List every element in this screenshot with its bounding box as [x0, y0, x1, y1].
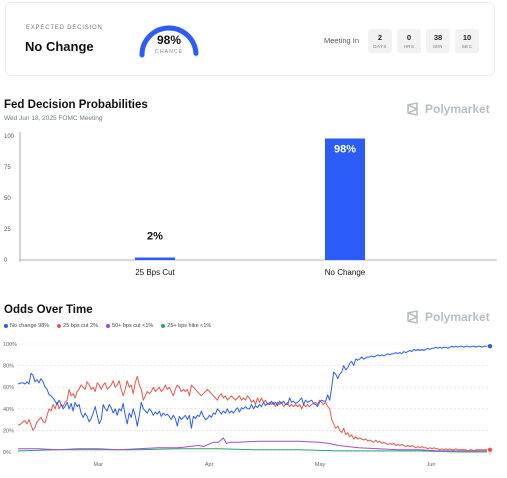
- series-end-dot: [486, 446, 493, 453]
- polymarket-brand-odds[interactable]: Polymarket: [406, 310, 490, 324]
- y-tick-label: 60%: [3, 385, 14, 391]
- legend-dot: [106, 324, 110, 328]
- expected-decision-label: EXPECTED DECISION: [26, 25, 103, 31]
- polymarket-logo-icon: [407, 102, 418, 116]
- series-line[interactable]: [17, 345, 490, 429]
- x-tick-label: Jun: [427, 462, 436, 468]
- y-tick-label: 20%: [3, 428, 14, 434]
- y-tick-label: 100: [4, 134, 15, 140]
- y-tick-label: 0%: [3, 450, 11, 456]
- y-tick-label: 0: [4, 258, 8, 264]
- legend-label: 25+ bps hike <1%: [167, 323, 212, 329]
- probabilities-bar-chart: 0 25 50 75 100 2% 25 Bps Cut 98% No Change: [4, 132, 497, 277]
- bar-value-label: 2%: [147, 231, 163, 243]
- gauge-fill: [139, 25, 199, 58]
- expected-decision-card: EXPECTED DECISION No Change 98% CHANCE M…: [5, 2, 495, 76]
- polymarket-logo-icon: [407, 310, 418, 324]
- bar[interactable]: [325, 138, 365, 260]
- expected-decision-value: No Change: [25, 39, 94, 54]
- polymarket-brand[interactable]: Polymarket: [406, 102, 490, 116]
- countdown-days: 2 DAYS: [368, 29, 392, 53]
- countdown-seconds-unit: SEC: [461, 44, 473, 49]
- series-line[interactable]: [18, 437, 490, 452]
- series-line[interactable]: [17, 375, 490, 452]
- countdown-seconds-value: 10: [462, 33, 472, 42]
- bar-value-label: 98%: [334, 143, 356, 155]
- y-tick-label: 40%: [3, 407, 14, 413]
- odds-title: Odds Over Time: [4, 304, 93, 316]
- probabilities-title: Fed Decision Probabilities: [4, 99, 148, 111]
- y-tick-label: 50: [4, 196, 11, 202]
- gauge-percentage: 98%: [156, 33, 182, 47]
- probabilities-subtitle: Wed Jun 18, 2025 FOMC Meeting: [4, 115, 103, 122]
- bar[interactable]: [135, 257, 175, 260]
- legend-item[interactable]: 25+ bps hike <1%: [161, 323, 211, 329]
- gauge-caption: CHANCE: [154, 49, 184, 55]
- series-end-dot: [486, 343, 493, 350]
- category-label: No Change: [325, 268, 366, 277]
- y-tick-label: 100%: [3, 342, 17, 348]
- legend-dot: [4, 324, 8, 328]
- x-tick-label: May: [315, 462, 326, 468]
- meeting-in-label: Meeting In: [324, 36, 360, 45]
- legend-dot: [161, 324, 166, 328]
- countdown-hours-value: 0: [406, 33, 412, 42]
- legend-dot: [57, 324, 62, 328]
- category-label: 25 Bps Cut: [135, 268, 175, 277]
- chance-gauge: [139, 25, 199, 58]
- legend-label: 50+ bps cut <1%: [112, 323, 154, 329]
- y-tick-label: 25: [4, 227, 11, 233]
- legend-label: 25 bps cut 2%: [63, 323, 98, 329]
- y-tick-label: 75: [4, 165, 11, 171]
- x-tick-label: Mar: [93, 462, 103, 468]
- countdown-seconds: 10 SEC: [455, 29, 479, 53]
- countdown-days-value: 2: [377, 33, 383, 42]
- odds-line-chart: 0% 20% 40% 60% 80% 100% Mar Apr May Jun: [3, 342, 493, 468]
- countdown-minutes-unit: MIN: [433, 44, 443, 49]
- countdown-minutes: 38 MIN: [426, 29, 450, 53]
- countdown-minutes-value: 38: [433, 33, 443, 42]
- polymarket-brand-label: Polymarket: [425, 310, 490, 324]
- series-line[interactable]: [17, 448, 490, 453]
- countdown-days-unit: DAYS: [373, 44, 387, 49]
- legend-label: No change 98%: [10, 323, 50, 329]
- countdown-hours-unit: HRS: [403, 44, 415, 49]
- countdown-hours: 0 HRS: [397, 29, 421, 53]
- legend-item[interactable]: 25 bps cut 2%: [57, 323, 98, 329]
- y-tick-label: 80%: [3, 364, 14, 370]
- odds-legend: No change 98% 25 bps cut 2% 50+ bps cut …: [4, 323, 211, 329]
- polymarket-brand-label: Polymarket: [425, 102, 490, 116]
- legend-item[interactable]: No change 98%: [4, 323, 49, 329]
- x-tick-label: Apr: [205, 462, 214, 468]
- legend-item[interactable]: 50+ bps cut <1%: [106, 323, 153, 329]
